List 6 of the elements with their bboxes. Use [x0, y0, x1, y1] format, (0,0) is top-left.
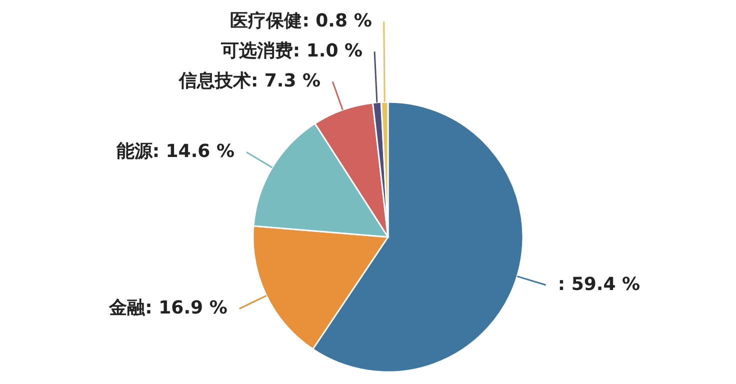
slice-label: 信息技术: 7.3 % [178, 70, 321, 92]
data-label: : 59.4 % [558, 274, 640, 296]
slice-label: 能源: 14.6 % [116, 141, 235, 162]
slice-label: 医疗保健: 0.8 % [230, 10, 372, 32]
slice-label: 金融: 16.9 % [108, 298, 228, 319]
slice-label: 可选消费: 1.0 % [220, 40, 363, 62]
